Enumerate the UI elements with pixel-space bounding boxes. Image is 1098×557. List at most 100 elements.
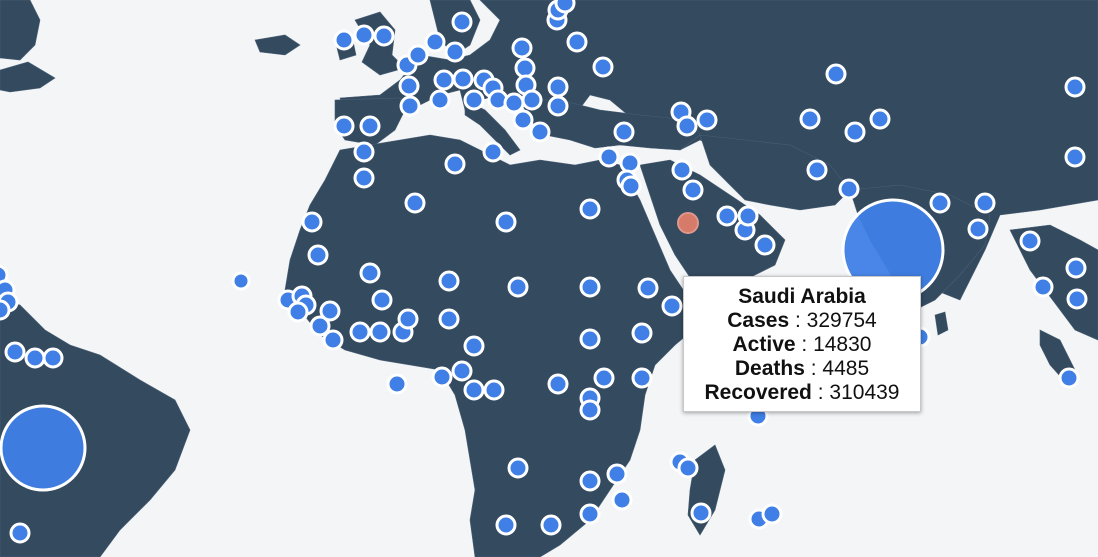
case-marker[interactable] [547, 76, 569, 98]
case-marker[interactable] [566, 31, 588, 53]
case-marker[interactable] [606, 463, 628, 485]
case-marker[interactable] [42, 347, 64, 369]
case-marker[interactable] [438, 308, 460, 330]
case-marker[interactable] [4, 341, 26, 363]
case-marker[interactable] [463, 379, 485, 401]
case-marker[interactable] [452, 68, 474, 90]
case-marker[interactable] [287, 301, 309, 323]
case-marker[interactable] [431, 366, 453, 388]
case-marker[interactable] [231, 271, 251, 291]
case-marker[interactable] [619, 152, 641, 174]
case-marker[interactable] [844, 121, 866, 143]
case-marker[interactable] [1019, 230, 1041, 252]
case-marker[interactable] [613, 121, 635, 143]
case-marker[interactable] [322, 329, 344, 351]
case-marker[interactable] [631, 367, 653, 389]
case-marker[interactable] [349, 321, 371, 343]
case-marker[interactable] [1066, 288, 1088, 310]
case-marker[interactable] [463, 335, 485, 357]
case-marker[interactable] [507, 457, 529, 479]
case-marker[interactable] [825, 63, 847, 85]
case-marker[interactable] [397, 308, 419, 330]
case-marker[interactable] [540, 514, 562, 536]
case-marker[interactable] [429, 89, 451, 111]
case-marker[interactable] [407, 44, 429, 66]
case-marker[interactable] [682, 179, 704, 201]
case-marker[interactable] [24, 347, 46, 369]
case-marker[interactable] [1065, 257, 1087, 279]
case-marker[interactable] [451, 360, 473, 382]
case-marker[interactable] [579, 503, 601, 525]
case-marker[interactable] [451, 11, 473, 33]
case-marker[interactable] [444, 41, 466, 63]
case-marker[interactable] [398, 75, 420, 97]
case-marker[interactable] [737, 205, 759, 227]
case-marker[interactable] [716, 205, 738, 227]
case-marker[interactable] [1032, 276, 1054, 298]
case-marker[interactable] [353, 167, 375, 189]
case-marker[interactable] [593, 367, 615, 389]
case-marker[interactable] [353, 141, 375, 163]
case-marker[interactable] [444, 153, 466, 175]
case-marker[interactable] [301, 211, 323, 233]
case-marker[interactable] [547, 95, 569, 117]
case-marker[interactable] [579, 276, 601, 298]
case-marker[interactable] [404, 192, 426, 214]
case-marker[interactable] [929, 192, 951, 214]
case-marker[interactable] [399, 95, 421, 117]
case-marker[interactable] [503, 92, 525, 114]
case-marker[interactable] [611, 489, 633, 511]
case-marker[interactable] [438, 270, 460, 292]
case-marker[interactable] [869, 108, 891, 130]
case-marker[interactable] [0, 404, 87, 492]
case-marker[interactable] [353, 24, 375, 46]
case-marker[interactable] [1064, 76, 1086, 98]
case-marker[interactable] [579, 198, 601, 220]
case-marker[interactable] [799, 108, 821, 130]
case-marker[interactable] [529, 121, 551, 143]
case-marker[interactable] [433, 69, 455, 91]
case-marker[interactable] [0, 299, 11, 321]
case-marker[interactable] [359, 262, 381, 284]
case-marker[interactable] [333, 29, 355, 51]
case-marker[interactable] [754, 234, 776, 256]
case-marker[interactable] [386, 373, 408, 395]
case-marker[interactable] [482, 141, 504, 163]
case-marker[interactable] [974, 192, 996, 214]
case-marker[interactable] [309, 315, 331, 337]
case-marker[interactable] [671, 159, 693, 181]
case-marker[interactable] [333, 115, 355, 137]
case-marker[interactable] [579, 328, 601, 350]
case-marker[interactable] [307, 244, 329, 266]
case-marker[interactable] [369, 321, 391, 343]
case-marker[interactable] [424, 31, 446, 53]
case-marker[interactable] [631, 322, 653, 344]
case-marker[interactable] [507, 276, 529, 298]
case-marker[interactable] [661, 295, 683, 317]
case-marker[interactable] [696, 109, 718, 131]
case-marker[interactable] [319, 300, 341, 322]
case-marker[interactable] [598, 146, 620, 168]
case-marker[interactable] [1058, 367, 1080, 389]
case-marker[interactable] [521, 89, 543, 111]
case-marker[interactable] [579, 470, 601, 492]
case-marker[interactable] [676, 115, 698, 137]
case-marker[interactable] [359, 115, 381, 137]
case-marker[interactable] [495, 514, 517, 536]
case-marker[interactable] [9, 522, 31, 544]
case-marker[interactable] [554, 0, 576, 14]
case-marker[interactable] [690, 502, 712, 524]
highlight-marker-saudi-arabia[interactable] [677, 212, 699, 234]
case-marker[interactable] [1064, 146, 1086, 168]
case-marker[interactable] [761, 503, 783, 525]
case-marker[interactable] [514, 57, 536, 79]
case-marker[interactable] [677, 457, 699, 479]
case-marker[interactable] [511, 37, 533, 59]
case-marker[interactable] [838, 178, 860, 200]
case-marker[interactable] [371, 289, 393, 311]
case-marker[interactable] [483, 379, 505, 401]
case-marker[interactable] [495, 211, 517, 233]
case-marker[interactable] [463, 89, 485, 111]
case-marker[interactable] [512, 109, 534, 131]
